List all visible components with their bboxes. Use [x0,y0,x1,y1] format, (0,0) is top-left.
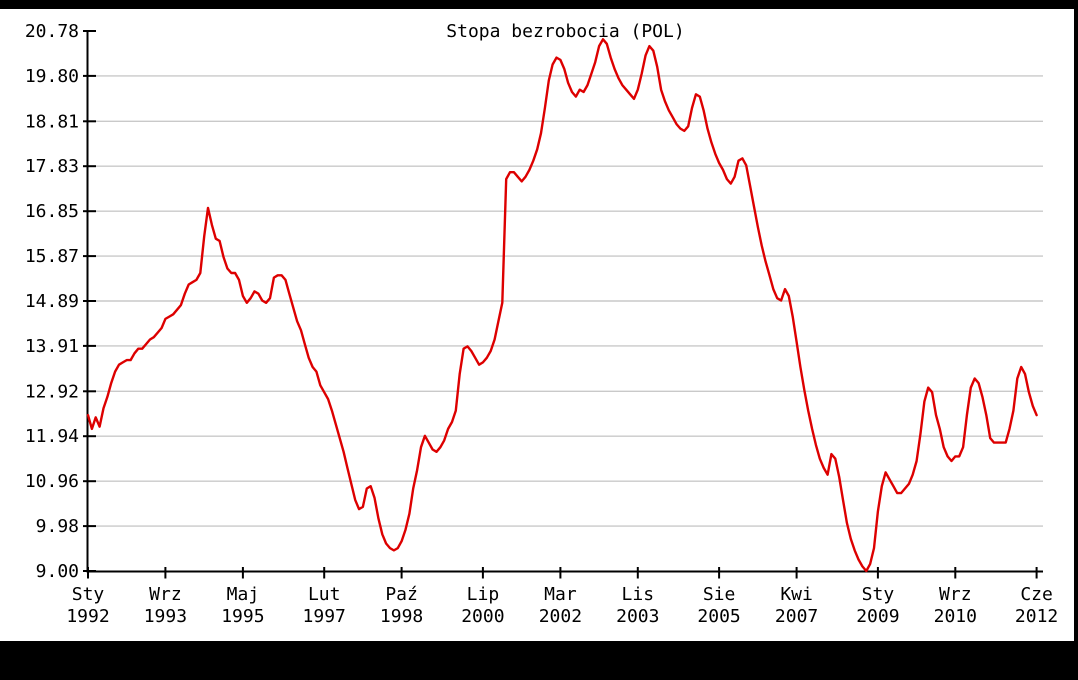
y-tick-label: 11.94 [25,426,79,447]
x-tick-month-label: Sie [703,584,736,605]
y-tick-label: 20.78 [25,21,79,42]
x-tick-year-label: 1993 [144,606,187,627]
series-line [86,38,1038,573]
x-tick-month-label: Wrz [939,584,972,605]
chart-area [0,9,1074,641]
y-tick-label: 10.96 [25,471,79,492]
x-tick-month-label: Kwi [780,584,813,605]
y-tick-label: 14.89 [25,291,79,312]
y-tick-label: 9.00 [36,561,79,582]
x-tick-year-label: 1998 [380,606,423,627]
chart-title: Stopa bezrobocia (POL) [446,21,685,42]
y-tick-label: 19.80 [25,66,79,87]
x-tick-year-label: 1992 [66,606,109,627]
x-tick-month-label: Maj [227,584,260,605]
y-tick-label: 15.87 [25,246,79,267]
x-tick-year-label: 2005 [697,606,740,627]
x-tick-year-label: 2000 [461,606,504,627]
y-tick-label: 9.98 [36,516,79,537]
x-tick-month-label: Wrz [149,584,182,605]
x-tick-year-label: 2010 [934,606,977,627]
x-tick-month-label: Cze [1020,584,1053,605]
y-tick-label: 12.92 [25,381,79,402]
y-tick-label: 18.81 [25,111,79,132]
x-tick-month-label: Paź [385,584,418,605]
x-tick-year-label: 2002 [539,606,582,627]
y-tick-label: 16.85 [25,201,79,222]
x-tick-month-label: Lis [622,584,655,605]
x-tick-month-label: Lut [308,584,341,605]
x-tick-month-label: Mar [544,584,577,605]
x-tick-year-label: 1995 [221,606,264,627]
y-tick-label: 17.83 [25,156,79,177]
y-tick-label: 13.91 [25,336,79,357]
x-tick-year-label: 1997 [303,606,346,627]
x-tick-month-label: Sty [862,584,895,605]
x-tick-year-label: 2003 [616,606,659,627]
x-tick-month-label: Lip [467,584,500,605]
x-tick-month-label: Sty [72,584,105,605]
x-tick-year-label: 2012 [1015,606,1058,627]
x-tick-year-label: 2007 [775,606,818,627]
x-tick-year-label: 2009 [856,606,899,627]
